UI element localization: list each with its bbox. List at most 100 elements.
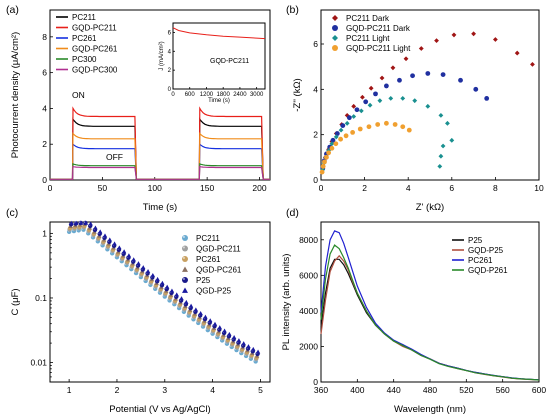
x-tick-label: 520 <box>459 385 473 395</box>
data-point <box>179 296 184 301</box>
y-tick-label: 1 <box>42 228 47 238</box>
panel-d-ylabel: PL intensity (arb. units) <box>281 254 292 351</box>
legend-label: GQD-PC211 <box>72 24 117 33</box>
y-tick-label: 6 <box>313 39 318 49</box>
legend-marker-highlight <box>182 277 185 281</box>
legend-label: QGD-PC211 <box>196 245 241 254</box>
y-tick-label: 8 <box>42 32 47 42</box>
panel-c-ylabel: C (μF) <box>10 288 21 315</box>
y-tick-label: 2 <box>42 139 47 149</box>
series-line <box>50 165 270 180</box>
x-tick-label: 2 <box>115 385 120 395</box>
data-point <box>112 241 117 246</box>
x-tick-label: 6 <box>449 183 454 193</box>
x-tick-label: 4 <box>210 385 215 395</box>
x-tick-label: 150 <box>200 183 214 193</box>
legend-label: QGD-PC261 <box>196 266 242 275</box>
data-point <box>418 46 424 51</box>
data-point <box>493 37 498 42</box>
panel-c: (c) 1 2 3 4 5 0.01 0.1 1 Potential (V vs Ag/AgC… <box>6 207 271 415</box>
data-point <box>121 249 127 254</box>
data-point <box>338 127 344 133</box>
inset-y-tick-label: 0 <box>168 87 172 93</box>
data-point <box>231 335 237 340</box>
data-point <box>222 328 227 333</box>
data-point <box>131 257 136 262</box>
y-tick-label: 4 <box>42 103 47 113</box>
legend-label: PC261 <box>72 34 97 43</box>
legend-label: PC211 Dark <box>346 14 390 23</box>
data-point <box>412 98 418 104</box>
panel-d-series-lines <box>320 230 540 381</box>
data-point <box>484 96 490 101</box>
data-point <box>437 164 443 169</box>
data-point <box>351 103 357 109</box>
data-point <box>384 83 389 89</box>
inset-x-tick-label: 1200 <box>200 92 214 98</box>
data-point <box>212 321 218 326</box>
panel-b-ylabel: -Z'' (kΩ) <box>292 78 303 111</box>
data-point <box>366 124 372 130</box>
inset-axes-frame <box>172 22 266 90</box>
y-tick-label: 0 <box>313 377 318 387</box>
legend-marker <box>182 245 188 252</box>
data-point <box>155 276 160 281</box>
legend-label: GQD-PC300 <box>72 66 118 75</box>
data-point <box>160 280 165 285</box>
data-point <box>403 56 409 62</box>
data-point <box>530 62 535 67</box>
data-point <box>343 133 349 139</box>
data-point <box>208 318 213 323</box>
data-point <box>514 50 520 56</box>
data-point <box>329 145 335 151</box>
panel-d-label: (d) <box>286 207 299 219</box>
panel-b-xlabel: Z' (kΩ) <box>416 202 444 213</box>
data-point <box>333 141 339 147</box>
inset-series-line <box>172 27 266 40</box>
panel-b-points <box>319 31 535 175</box>
data-point <box>458 77 463 83</box>
legend-marker <box>182 235 188 241</box>
panel-a-label: (a) <box>6 4 19 16</box>
data-point <box>406 127 412 133</box>
data-point <box>373 91 378 97</box>
data-point <box>117 245 122 250</box>
data-point <box>445 120 450 126</box>
panel-c-xlabel: Potential (V vs Ag/AgCl) <box>109 404 210 415</box>
x-tick-label: 3 <box>162 385 167 395</box>
data-point <box>236 338 242 343</box>
legend-label: QGD-P25 <box>196 287 232 296</box>
data-point <box>93 225 98 230</box>
inset-y-tick-label: 6 <box>168 30 172 36</box>
data-point <box>217 325 222 330</box>
data-point <box>246 344 251 349</box>
x-tick-label: 8 <box>493 183 498 193</box>
annotation-on: ON <box>72 90 85 100</box>
data-point <box>451 32 457 38</box>
data-point <box>329 141 335 147</box>
legend-label: P25 <box>196 276 211 285</box>
panel-c-ticks: 1 2 3 4 5 0.01 0.1 1 <box>30 228 263 395</box>
data-point <box>338 136 344 142</box>
data-point <box>69 220 74 225</box>
data-point <box>400 124 406 130</box>
series-line <box>50 163 270 180</box>
inset-y-tick-label: 2 <box>168 68 172 74</box>
series-line <box>320 230 540 381</box>
panel-d-xlabel: Wavelength (nm) <box>394 404 466 415</box>
y-tick-label: 4000 <box>299 306 318 316</box>
data-point <box>174 292 179 297</box>
legend-label: PC300 <box>72 55 97 64</box>
data-point <box>388 96 394 101</box>
legend-marker <box>182 256 188 262</box>
x-tick-label: 10 <box>534 183 544 193</box>
legend-marker <box>332 25 338 31</box>
panel-b: (b) 0 2 4 6 8 10 0 2 4 6 Z' (kΩ) -Z'' (kΩ) PC211 … <box>286 4 544 213</box>
y-tick-label: 4 <box>313 84 318 94</box>
data-point <box>126 253 132 258</box>
data-point <box>367 102 373 108</box>
data-point <box>326 150 332 156</box>
inset-x-tick-label: 0 <box>171 92 175 98</box>
